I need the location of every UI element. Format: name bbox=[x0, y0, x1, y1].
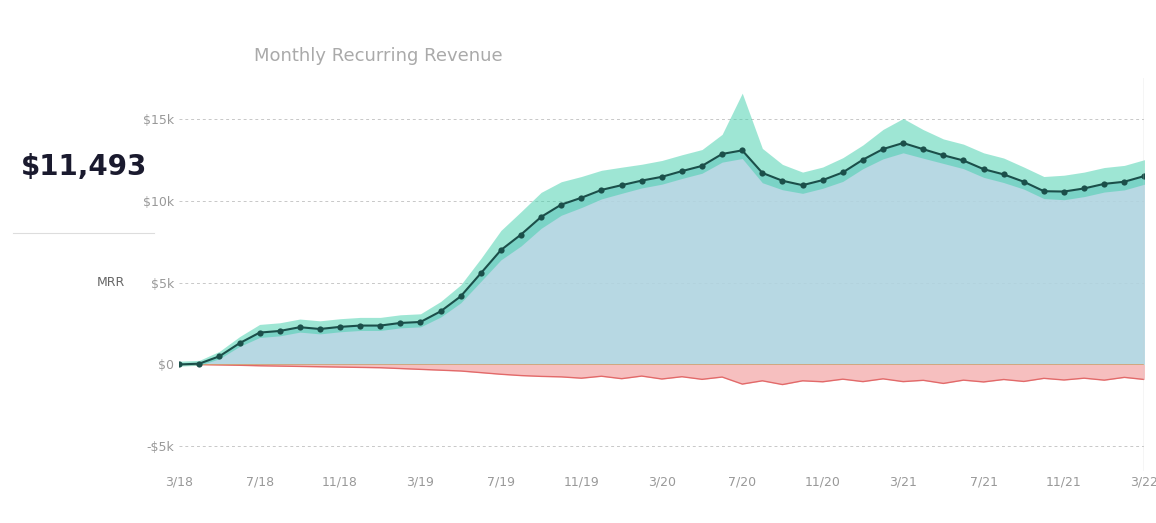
Point bbox=[351, 321, 370, 330]
Point bbox=[673, 167, 691, 175]
Point bbox=[553, 200, 571, 209]
Text: MRR: MRR bbox=[97, 276, 126, 289]
Point bbox=[733, 146, 751, 155]
Point bbox=[1035, 187, 1053, 196]
Point bbox=[954, 156, 972, 165]
Point bbox=[572, 194, 591, 202]
Point bbox=[491, 246, 510, 254]
Point bbox=[613, 181, 631, 189]
Point bbox=[331, 323, 349, 331]
Point bbox=[814, 176, 832, 184]
Point bbox=[833, 168, 852, 177]
Text: ✓: ✓ bbox=[36, 301, 44, 311]
Point bbox=[793, 181, 812, 189]
Point bbox=[592, 186, 610, 194]
Point bbox=[692, 162, 711, 170]
Point bbox=[914, 145, 933, 153]
Point bbox=[753, 169, 771, 177]
Point bbox=[713, 150, 732, 158]
Point bbox=[512, 230, 531, 238]
Point bbox=[311, 325, 329, 333]
Point bbox=[431, 307, 450, 315]
Point bbox=[1095, 180, 1113, 188]
Text: $11,493: $11,493 bbox=[21, 153, 147, 181]
Point bbox=[994, 170, 1013, 178]
Point bbox=[975, 165, 993, 173]
Point bbox=[853, 155, 872, 164]
Point bbox=[190, 359, 208, 368]
Point bbox=[1075, 184, 1094, 192]
Point bbox=[1054, 187, 1073, 196]
Point bbox=[894, 139, 912, 147]
Point bbox=[773, 177, 792, 185]
Point bbox=[472, 269, 490, 277]
Point bbox=[210, 352, 229, 360]
Point bbox=[230, 339, 249, 347]
Point bbox=[1135, 172, 1154, 180]
Point bbox=[371, 321, 390, 330]
Point bbox=[251, 328, 269, 337]
Point bbox=[271, 327, 289, 335]
Point bbox=[874, 145, 892, 153]
Text: Monthly Recurring Revenue: Monthly Recurring Revenue bbox=[254, 47, 503, 65]
Point bbox=[1116, 178, 1134, 186]
Point bbox=[412, 318, 430, 326]
Point bbox=[652, 173, 670, 181]
Point bbox=[290, 323, 309, 332]
Point bbox=[452, 292, 470, 301]
Point bbox=[391, 319, 409, 327]
Point bbox=[170, 360, 188, 369]
Point bbox=[934, 151, 953, 160]
Point bbox=[532, 213, 550, 221]
Point bbox=[632, 176, 651, 185]
Point bbox=[1015, 178, 1033, 186]
